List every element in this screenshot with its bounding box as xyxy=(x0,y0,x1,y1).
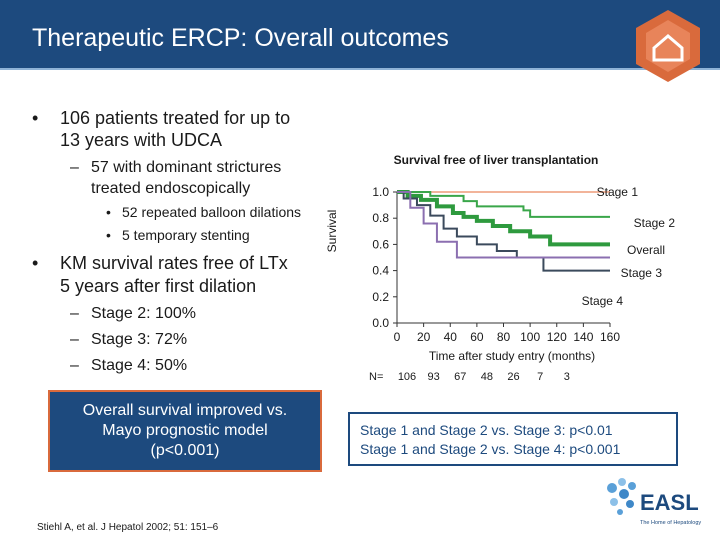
km-survival-chart: Survival free of liver transplantation S… xyxy=(325,153,676,383)
bullet-1-line-1: 106 patients treated for up to xyxy=(60,108,291,128)
logo-dot xyxy=(617,509,623,515)
easl-logo: EASL The Home of Hepatology xyxy=(607,478,701,526)
series-label-stage-4: Stage 4 xyxy=(582,294,624,308)
x-tick-label: 60 xyxy=(470,330,484,344)
stage-2-rate: Stage 2: 100% xyxy=(91,305,196,322)
x-tick-label: 140 xyxy=(573,330,593,344)
at-risk-count: 106 xyxy=(398,371,416,383)
x-tick-label: 80 xyxy=(497,330,511,344)
dash-marker: – xyxy=(70,305,79,322)
bullet-marker: • xyxy=(106,204,111,220)
p-value-line-1: Stage 1 and Stage 2 vs. Stage 3: p<0.01 xyxy=(360,422,613,438)
y-tick-label: 0.2 xyxy=(372,290,389,304)
reference-citation: Stiehl A, et al. J Hepatol 2002; 51: 151… xyxy=(37,522,219,533)
callout-text: Overall survival improved vs. Mayo progn… xyxy=(82,402,288,459)
stage-4-rate: Stage 4: 50% xyxy=(91,357,188,374)
y-tick-label: 0.6 xyxy=(372,237,389,251)
series-line-stage-4 xyxy=(397,191,610,259)
slide-title: Therapeutic ERCP: Overall outcomes xyxy=(32,24,449,52)
logo-dot xyxy=(628,482,636,490)
x-tick-label: 100 xyxy=(520,330,540,344)
logo-dot xyxy=(610,498,618,506)
bullet-2-line-2: 5 years after first dilation xyxy=(60,276,257,296)
y-axis-label: Survival xyxy=(325,210,339,253)
series-label-stage-2: Stage 2 xyxy=(634,216,676,230)
at-risk-count: 7 xyxy=(537,371,543,383)
logo-text: EASL xyxy=(640,490,699,515)
at-risk-count: 67 xyxy=(454,371,466,383)
slide-header: Therapeutic ERCP: Overall outcomes xyxy=(0,0,720,68)
x-tick-label: 40 xyxy=(444,330,458,344)
at-risk-count: 93 xyxy=(428,371,440,383)
sub-bullet-1-line-2: treated endoscopically xyxy=(91,180,251,197)
callout-box: Overall survival improved vs. Mayo progn… xyxy=(50,392,320,470)
logo-dot xyxy=(618,478,626,486)
at-risk-count: 48 xyxy=(481,371,493,383)
series-label-overall: Overall xyxy=(627,243,665,257)
at-risk-count: 3 xyxy=(564,371,570,383)
x-tick-label: 0 xyxy=(394,330,401,344)
logo-tagline: The Home of Hepatology xyxy=(640,520,701,526)
logo-dot xyxy=(619,489,629,499)
bullet-marker: • xyxy=(32,108,39,128)
y-tick-label: 0.8 xyxy=(372,211,389,225)
subsub-bullet-1: 52 repeated balloon dilations xyxy=(122,204,302,220)
x-axis-label: Time after study entry (months) xyxy=(429,349,595,363)
dash-marker: – xyxy=(70,357,79,374)
x-tick-label: 160 xyxy=(600,330,620,344)
series-line-stage-2 xyxy=(397,191,610,218)
sub-bullet-1-line-1: 57 with dominant strictures xyxy=(91,159,282,176)
series-label-stage-3: Stage 3 xyxy=(621,266,663,280)
stage-3-rate: Stage 3: 72% xyxy=(91,331,188,348)
subsub-bullet-2: 5 temporary stenting xyxy=(122,227,250,243)
bullet-marker: • xyxy=(106,227,111,243)
home-logo xyxy=(636,10,700,82)
at-risk-label: N= xyxy=(369,371,383,383)
bullet-marker: • xyxy=(32,253,39,273)
series-line-stage-3 xyxy=(397,191,610,272)
y-tick-label: 0.0 xyxy=(372,316,389,330)
dash-marker: – xyxy=(70,331,79,348)
bullet-2-line-1: KM survival rates free of LTx xyxy=(60,253,288,273)
dash-marker: – xyxy=(70,159,79,176)
p-value-box: Stage 1 and Stage 2 vs. Stage 3: p<0.01 … xyxy=(348,412,678,466)
y-tick-label: 1.0 xyxy=(372,185,389,199)
series-label-stage-1: Stage 1 xyxy=(597,185,639,199)
house-icon xyxy=(652,34,684,62)
x-tick-label: 120 xyxy=(547,330,567,344)
bullet-1-line-2: 13 years with UDCA xyxy=(60,130,223,150)
p-value-line-2: Stage 1 and Stage 2 vs. Stage 4: p<0.001 xyxy=(360,441,621,457)
x-tick-label: 20 xyxy=(417,330,431,344)
logo-dot xyxy=(607,483,617,493)
chart-title: Survival free of liver transplantation xyxy=(394,153,599,167)
logo-dot xyxy=(626,500,634,508)
at-risk-count: 26 xyxy=(507,371,519,383)
y-tick-label: 0.4 xyxy=(372,264,389,278)
header-divider xyxy=(0,68,720,70)
series-line-overall xyxy=(397,190,610,247)
